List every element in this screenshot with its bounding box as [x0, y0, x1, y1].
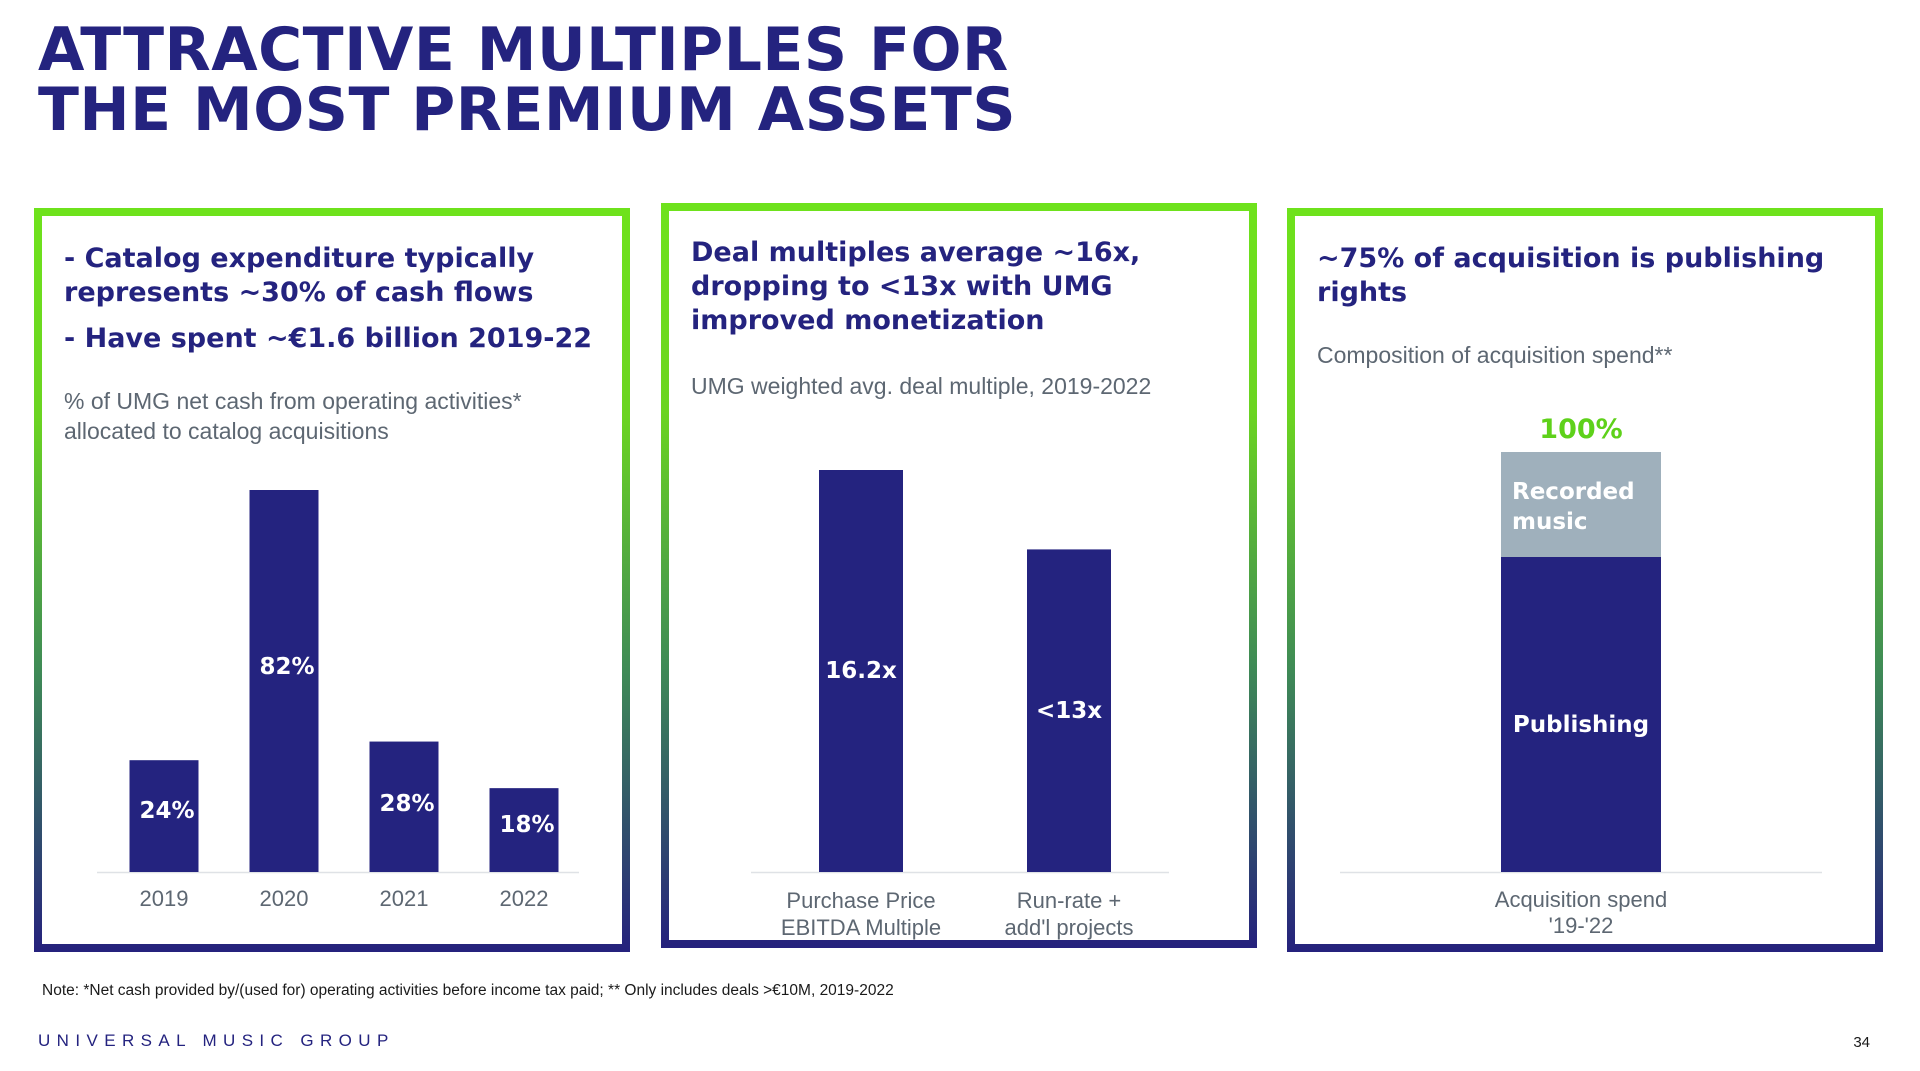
subtitle-line: Composition of acquisition spend** [1317, 342, 1673, 368]
page-title: ATTRACTIVE MULTIPLES FOR THE MOST PREMIU… [38, 20, 1016, 140]
panel-subtitle: % of UMG net cash from operating activit… [64, 386, 602, 446]
panel-subtitle: UMG weighted avg. deal multiple, 2019-20… [691, 371, 1229, 401]
subtitle-line: % of UMG net cash from operating activit… [64, 388, 522, 414]
page-title-line-1: ATTRACTIVE MULTIPLES FOR [38, 15, 1009, 85]
heading-line: ~75% of acquisition is publishing [1317, 243, 1825, 274]
chart-catalog-share: 24% 2019 82% 2020 28% 2021 18% 2022 [97, 490, 579, 911]
x-tick-label: Run-rate + add'l projects [1005, 888, 1134, 940]
panel-heading: - Catalog expenditure typically represen… [64, 242, 608, 356]
segment-label: Recorded music [1512, 479, 1635, 535]
heading-line: represents ~30% of cash flows [64, 277, 534, 308]
panel-inner: ~75% of acquisition is publishing rights… [1295, 216, 1875, 944]
bar [249, 490, 319, 872]
x-tick-label: 2021 [380, 886, 429, 911]
bar [129, 760, 199, 872]
heading-line: improved monetization [691, 305, 1045, 336]
panel-acquisition-composition: ~75% of acquisition is publishing rights… [1287, 208, 1883, 952]
bar [369, 741, 439, 872]
page-title-line-2: THE MOST PREMIUM ASSETS [38, 75, 1017, 145]
heading-line: Deal multiples average ~16x, [691, 237, 1141, 268]
stacked-segment [1501, 557, 1661, 872]
total-label: 100% [1539, 414, 1622, 445]
bar-value-label: 18% [499, 812, 554, 838]
subtitle-line: allocated to catalog acquisitions [64, 418, 389, 444]
panel-subtitle: Composition of acquisition spend** [1317, 340, 1855, 370]
heading-line: - Catalog expenditure typically [64, 243, 535, 274]
footnote: Note: *Net cash provided by/(used for) o… [42, 982, 894, 999]
bar [1027, 549, 1111, 872]
heading-line: dropping to <13x with UMG [691, 271, 1113, 302]
panel-catalog-expenditure: - Catalog expenditure typically represen… [34, 208, 630, 952]
brand-wordmark: UNIVERSAL MUSIC GROUP [38, 1031, 395, 1050]
bar [489, 788, 559, 872]
x-tick-label: Purchase Price EBITDA Multiple [781, 888, 941, 940]
subtitle-line: UMG weighted avg. deal multiple, 2019-20… [691, 373, 1152, 399]
heading-line: rights [1317, 277, 1408, 308]
page-number: 34 [1853, 1034, 1870, 1051]
bar-value-label: 24% [139, 798, 194, 824]
bar-value-label: <13x [1036, 698, 1102, 724]
chart-acquisition-composition: Publishing Recorded music 100% Acquisition s… [1340, 414, 1822, 938]
bar-value-label: 82% [259, 654, 314, 680]
bar [819, 470, 903, 872]
panel-heading: ~75% of acquisition is publishing rights [1317, 242, 1861, 310]
panel-inner: - Catalog expenditure typically represen… [42, 216, 622, 944]
panel-deal-multiples: Deal multiples average ~16x, dropping to… [661, 203, 1257, 948]
heading-line: - Have spent ~€1.6 billion 2019-22 [64, 323, 593, 354]
panel-heading: Deal multiples average ~16x, dropping to… [691, 236, 1235, 338]
bar-value-label: 16.2x [825, 658, 897, 684]
x-tick-label: Acquisition spend '19-'22 [1495, 887, 1667, 938]
segment-label: Publishing [1513, 712, 1649, 738]
x-tick-label: 2019 [140, 886, 189, 911]
bar-value-label: 28% [379, 791, 434, 817]
stacked-segment [1501, 452, 1661, 557]
panel-inner: Deal multiples average ~16x, dropping to… [669, 211, 1249, 940]
chart-deal-multiple: 16.2x Purchase Price EBITDA Multiple <13x Ru… [751, 470, 1169, 940]
x-tick-label: 2020 [260, 886, 309, 911]
x-tick-label: 2022 [500, 886, 549, 911]
